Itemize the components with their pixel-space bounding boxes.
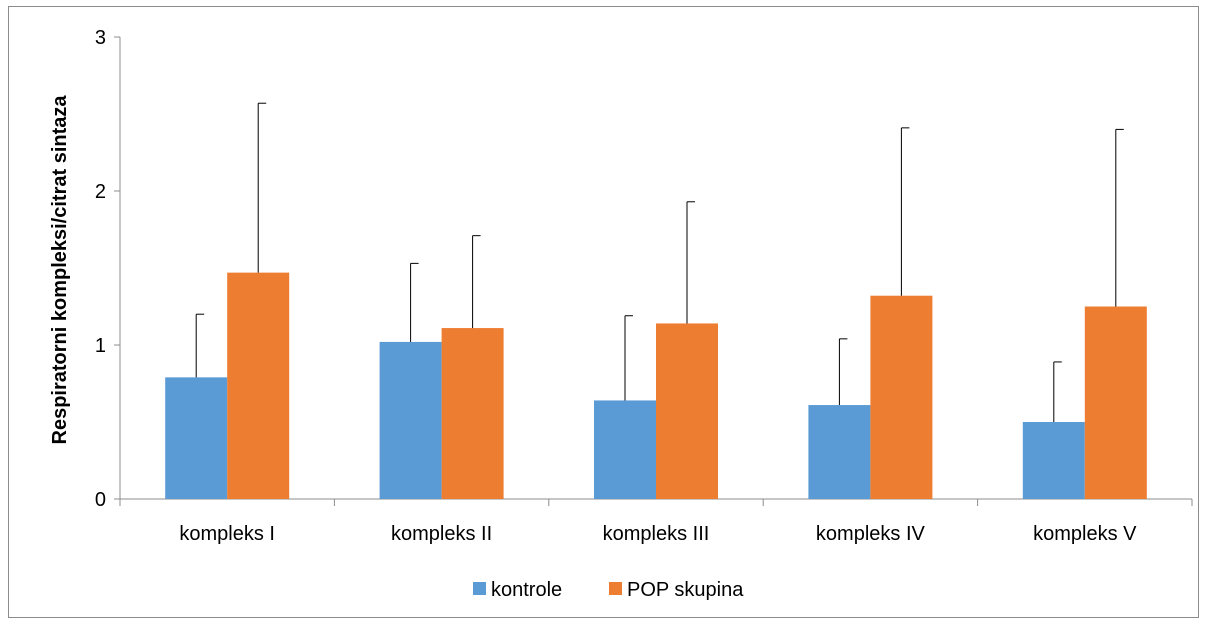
category-label: kompleks IV	[816, 523, 926, 545]
y-tick-label: 2	[95, 181, 106, 203]
y-tick-label: 3	[95, 27, 106, 49]
legend: kontrole POP skupina	[473, 579, 744, 601]
chart-frame	[8, 6, 1199, 618]
error-bars-group	[195, 102, 1124, 422]
bar	[1022, 422, 1085, 499]
y-tick-label: 0	[95, 489, 106, 511]
category-label: kompleks V	[1033, 523, 1137, 545]
legend-label: kontrole	[491, 579, 562, 601]
category-label: kompleks III	[603, 523, 710, 545]
bar	[441, 328, 504, 499]
bar	[808, 405, 871, 499]
bar	[594, 400, 656, 499]
bar	[165, 377, 228, 499]
category-label: kompleks II	[391, 523, 492, 545]
legend-swatch	[609, 582, 622, 595]
bar	[379, 341, 442, 499]
axis-ticks	[114, 36, 1193, 506]
bars-group	[165, 272, 1147, 499]
bar	[227, 272, 290, 499]
y-axis-title: Respiratorni kompleksi/citrat sintaza	[49, 95, 71, 445]
bar	[870, 295, 933, 499]
category-label: kompleks I	[179, 523, 275, 545]
bar	[1084, 306, 1147, 499]
bar	[656, 323, 718, 499]
labels-group: 0 1 2 3 kompleks I kompleks II kompleks III kom…	[95, 27, 1137, 545]
legend-label: POP skupina	[627, 579, 744, 601]
y-tick-label: 1	[95, 335, 106, 357]
legend-swatch	[473, 582, 486, 595]
